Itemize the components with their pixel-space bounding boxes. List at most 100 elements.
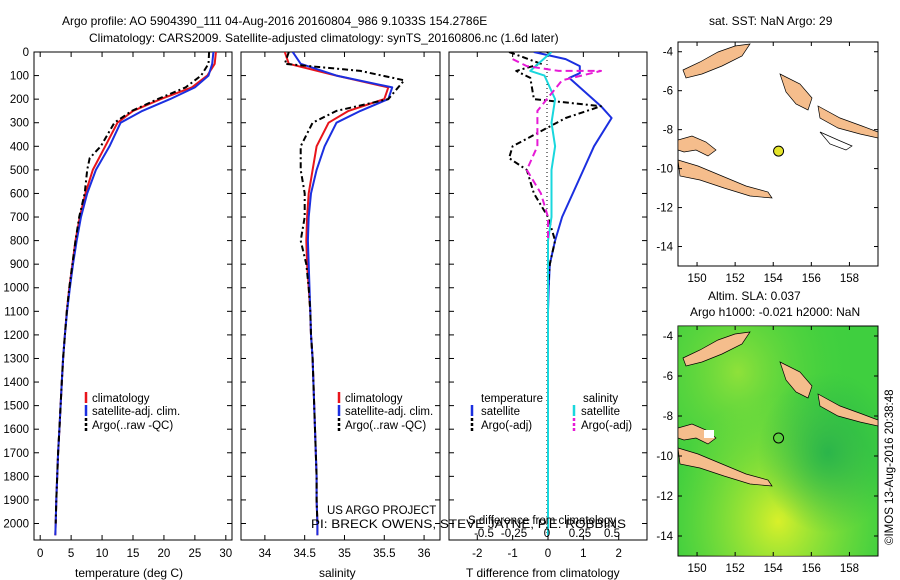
map-x-tick-label: 150 (687, 273, 706, 285)
salinity-diff-axis-label: S difference from climatology (468, 515, 616, 527)
map2-title: Altim. SLA: 0.037 (708, 289, 801, 303)
depth-tick-label: 2000 (3, 518, 29, 530)
depth-tick-label: 1300 (3, 353, 29, 365)
map-x-tick-label: 152 (726, 563, 745, 575)
map2-axis-ticks: 150 152 154 156 158 -4 -6 -8 -10 -12 -14 (656, 326, 878, 575)
figure-title-line2: Climatology: CARS2009. Satellite-adjuste… (89, 31, 559, 45)
x-tick-label: 36 (418, 548, 431, 560)
depth-tick-label: 1600 (3, 424, 29, 436)
x-tick-label: 15 (127, 548, 140, 560)
new-britain-landmass (682, 43, 751, 79)
legend-text-temp-satellite: satellite (481, 406, 520, 418)
temperature-panel-frame (33, 51, 233, 541)
map-y-tick-label: -14 (656, 242, 673, 254)
map-y-tick-label: -6 (663, 371, 673, 383)
top-tick-label: 0 (544, 528, 550, 540)
depth-tick-label: 300 (10, 118, 29, 130)
solomon-islands-landmass (817, 105, 878, 139)
map2-argo-marker (773, 432, 785, 444)
map1-argo-marker (773, 145, 785, 157)
x-tick-label: 35.5 (373, 548, 395, 560)
figure-title-line1: Argo profile: AO 5904390_111 04-Aug-2016… (62, 14, 487, 28)
legend-header-salinity: salinity (583, 393, 618, 405)
series-line-0-0 (54, 52, 217, 536)
map-x-tick-label: 150 (687, 563, 706, 575)
series-line-1-1 (291, 52, 394, 536)
map1-title: sat. SST: NaN Argo: 29 (709, 14, 833, 28)
depth-tick-label: 1000 (3, 283, 29, 295)
salinity-axis-ticks: 34 34.5 35 35.5 36 (241, 51, 440, 560)
difference-axis-label: T difference from climatology (466, 566, 620, 580)
series-line-2-1 (508, 52, 602, 524)
map-y-tick-label: -12 (656, 491, 673, 503)
salinity-legend: climatology satellite-adj. clim. Argo(..… (337, 392, 433, 432)
map-y-tick-label: -4 (663, 331, 674, 343)
x-tick-label: 30 (219, 548, 232, 560)
papua-landmass-north (678, 135, 717, 157)
solomon-islands-landmass (817, 393, 878, 427)
legend-text-temp-argo: Argo(-adj) (481, 420, 532, 432)
imos-copyright-label: ©IMOS 13-Aug-2016 20:38:48 (884, 389, 896, 545)
legend-text-satellite: satellite-adj. clim. (345, 406, 433, 418)
papua-landmass-south (678, 447, 773, 487)
missing-data-patch (704, 430, 714, 438)
depth-tick-label: 400 (10, 141, 29, 153)
depth-tick-label: 1800 (3, 471, 29, 483)
top-tick-label: -0.25 (501, 528, 527, 540)
papua-landmass-south (678, 159, 773, 199)
map-x-tick-label: 158 (840, 563, 859, 575)
map2-sla-field (678, 326, 878, 556)
map-y-tick-label: -8 (663, 125, 673, 137)
depth-tick-label: 800 (10, 236, 29, 248)
difference-axis-ticks: -2 -1 0 1 2 (449, 51, 647, 560)
depth-tick-label: 1400 (3, 377, 29, 389)
x-tick-label: 0 (545, 548, 551, 560)
map-x-tick-label: 152 (726, 273, 745, 285)
depth-tick-label: 500 (10, 165, 29, 177)
series-line-0-1 (54, 52, 215, 536)
depth-tick-label: 0 (23, 47, 29, 59)
legend-text-argo: Argo(..raw -QC) (345, 420, 426, 432)
x-tick-label: 35 (338, 548, 351, 560)
map-y-tick-label: -14 (656, 531, 673, 543)
top-tick-label: -0.5 (474, 528, 494, 540)
x-tick-label: 5 (68, 548, 74, 560)
depth-tick-label: 1900 (3, 495, 29, 507)
map1-land (678, 43, 878, 199)
top-tick-label: 0.5 (604, 528, 620, 540)
x-tick-label: 20 (158, 548, 171, 560)
top-tick-label: 0.25 (569, 528, 591, 540)
x-tick-label: 34.5 (293, 548, 315, 560)
depth-tick-label: 700 (10, 212, 29, 224)
map-x-tick-label: 156 (802, 563, 821, 575)
papua-landmass-north (678, 423, 717, 445)
depth-tick-label: 1200 (3, 330, 29, 342)
salinity-diff-tick-labels: -0.5 -0.25 0 0.25 0.5 (474, 528, 620, 540)
map-x-tick-label: 154 (764, 273, 784, 285)
temperature-axis-label: temperature (deg C) (75, 566, 183, 580)
series-line-2-2 (529, 52, 557, 536)
series-line-2-3 (512, 58, 602, 241)
map-x-tick-label: 158 (840, 273, 859, 285)
salinity-profile-lines (283, 52, 406, 536)
difference-profile-lines (508, 52, 613, 536)
legend-text-satellite: satellite-adj. clim. (92, 406, 180, 418)
legend-text-climatology: climatology (92, 393, 150, 405)
depth-tick-label: 100 (10, 71, 29, 83)
x-tick-label: 34 (258, 548, 271, 560)
x-tick-label: 0 (37, 548, 43, 560)
map-y-tick-label: -8 (663, 411, 673, 423)
map-y-tick-label: -6 (663, 86, 673, 98)
depth-tick-label: 1700 (3, 448, 29, 460)
map-x-tick-label: 156 (802, 273, 821, 285)
depth-tick-label: 1100 (4, 306, 29, 318)
depth-tick-label: 900 (10, 259, 29, 271)
map-y-tick-label: -4 (663, 47, 674, 59)
depth-tick-label: 600 (10, 188, 29, 200)
temperature-profile-lines (54, 52, 217, 536)
depth-tick-label: 1500 (3, 401, 29, 413)
series-line-1-2 (283, 52, 406, 524)
map-y-tick-label: -12 (656, 203, 673, 215)
new-britain-landmass (682, 331, 751, 367)
